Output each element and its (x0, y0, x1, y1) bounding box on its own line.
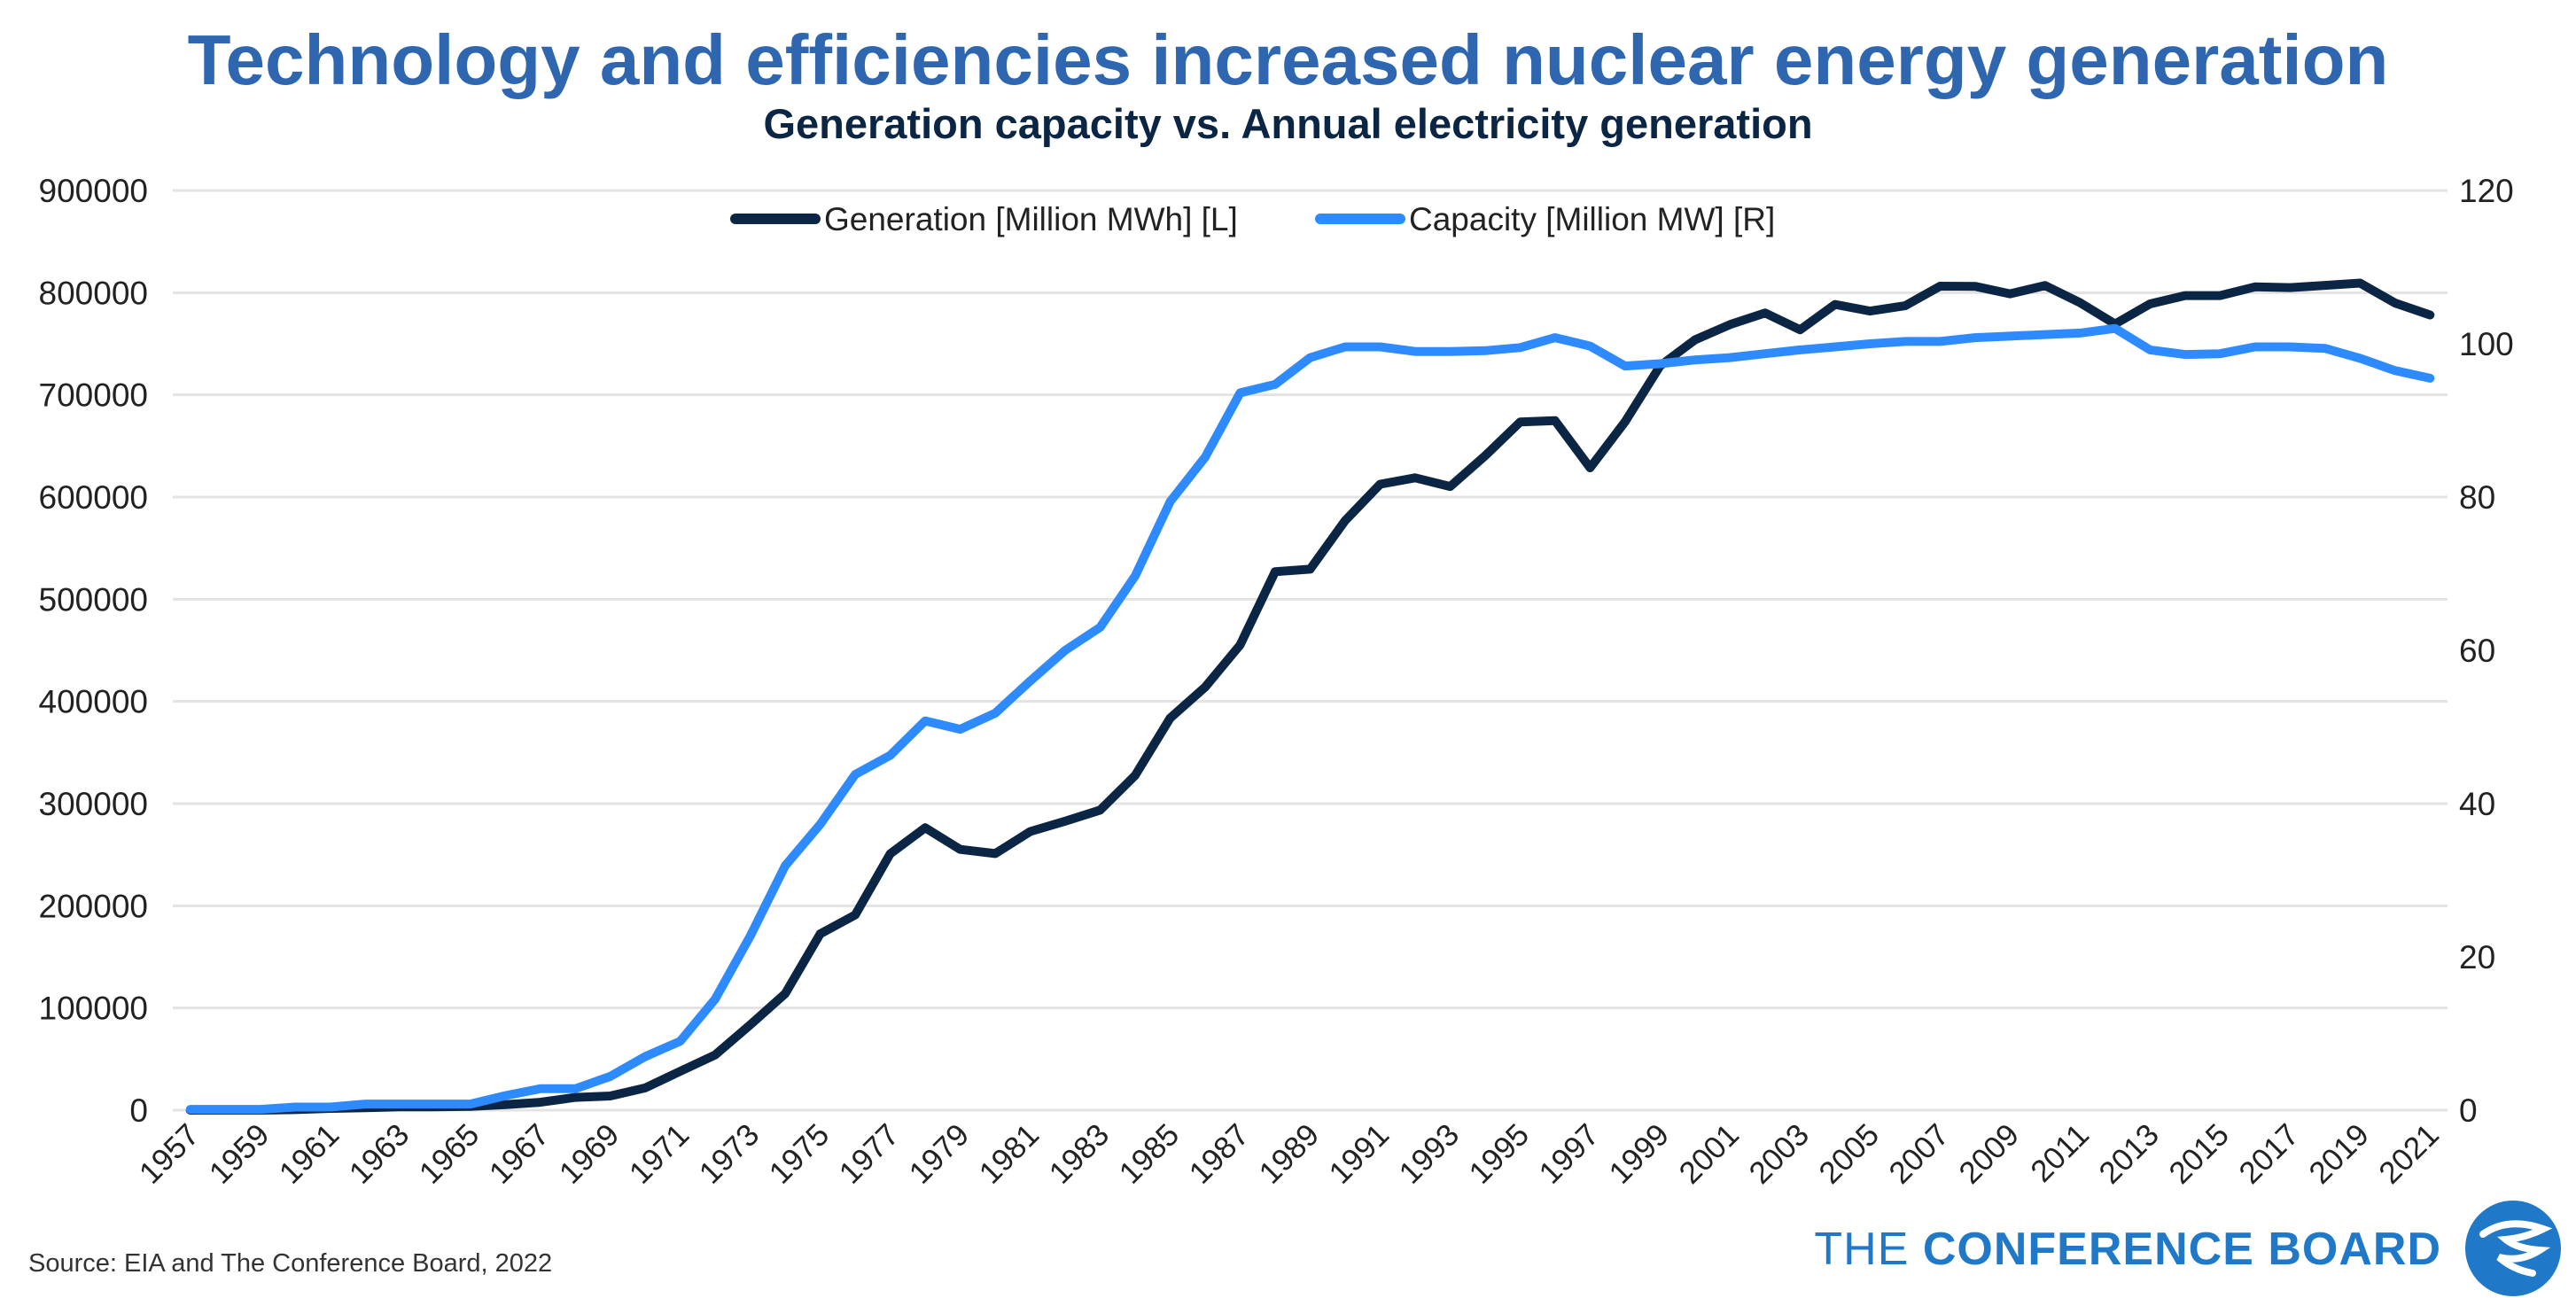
left-axis-ticks: 0 100000 200000 300000 400000 500000 600000 700… (39, 173, 148, 1129)
legend: Generation [Million MWh] [L] Capacity [Mi… (730, 201, 1775, 237)
globe-logo-icon (2465, 1201, 2561, 1296)
right-axis-ticks: 0 20 40 60 80 100 120 (2459, 173, 2514, 1129)
x-tick-label: 2017 (2232, 1117, 2306, 1191)
source-note: Source: EIA and The Conference Board, 20… (28, 1249, 553, 1278)
x-tick-label: 1981 (973, 1117, 1047, 1191)
right-tick-label: 60 (2459, 633, 2495, 669)
left-tick-label: 500000 (39, 581, 148, 618)
right-tick-label: 100 (2459, 326, 2514, 362)
brand-prefix: THE (1814, 1224, 1923, 1275)
left-tick-label: 700000 (39, 377, 148, 414)
x-tick-label: 1967 (483, 1117, 556, 1191)
x-tick-label: 2001 (1672, 1117, 1746, 1191)
x-tick-label: 1961 (273, 1117, 346, 1191)
series-lines (185, 278, 2435, 1115)
x-tick-label: 1973 (693, 1117, 767, 1191)
x-tick-label: 1991 (1322, 1117, 1396, 1191)
x-tick-label: 1999 (1602, 1117, 1676, 1191)
x-tick-label: 2015 (2162, 1117, 2236, 1191)
left-tick-label: 800000 (39, 275, 148, 311)
right-tick-label: 20 (2459, 939, 2495, 975)
left-tick-label: 400000 (39, 684, 148, 720)
generation-line (185, 278, 2435, 1115)
x-tick-label: 1959 (203, 1117, 276, 1191)
chart-title: Technology and efficiencies increased nu… (187, 20, 2389, 99)
x-tick-label: 2009 (1952, 1117, 2026, 1191)
x-tick-label: 1975 (763, 1117, 837, 1191)
left-tick-label: 100000 (39, 991, 148, 1027)
left-tick-label: 900000 (39, 173, 148, 209)
right-tick-label: 80 (2459, 479, 2495, 516)
x-tick-label: 1997 (1532, 1117, 1606, 1191)
brand-logo-text: THE CONFERENCE BOARD (1814, 1223, 2441, 1276)
x-tick-label: 2013 (2092, 1117, 2166, 1191)
x-tick-label: 1979 (903, 1117, 977, 1191)
x-tick-label: 2003 (1742, 1117, 1816, 1191)
x-axis-ticks: 1957195919611963196519671969197119731975… (133, 1117, 2446, 1191)
x-tick-label: 2007 (1882, 1117, 1956, 1191)
left-tick-label: 0 (129, 1092, 148, 1129)
capacity-line (185, 323, 2435, 1115)
x-tick-label: 1969 (553, 1117, 626, 1191)
x-tick-label: 1963 (343, 1117, 416, 1191)
x-tick-label: 1971 (623, 1117, 697, 1191)
right-tick-label: 40 (2459, 786, 2495, 822)
legend-label: Generation [Million MWh] [L] (824, 201, 1238, 237)
right-tick-label: 0 (2459, 1092, 2478, 1129)
chart-subtitle: Generation capacity vs. Annual electrici… (763, 100, 1813, 147)
x-tick-label: 1987 (1183, 1117, 1257, 1191)
x-tick-label: 1965 (413, 1117, 486, 1191)
x-tick-label: 2021 (2372, 1117, 2446, 1191)
legend-label: Capacity [Million MW] [R] (1409, 201, 1775, 237)
x-tick-label: 2011 (2024, 1117, 2096, 1189)
x-tick-label: 1983 (1043, 1117, 1117, 1191)
left-tick-label: 300000 (39, 786, 148, 822)
brand-main: CONFERENCE BOARD (1922, 1224, 2441, 1275)
x-tick-label: 2005 (1812, 1117, 1886, 1191)
left-tick-label: 600000 (39, 479, 148, 516)
x-tick-label: 1995 (1462, 1117, 1536, 1191)
gridlines (173, 189, 2448, 1112)
right-tick-label: 120 (2459, 173, 2514, 209)
x-tick-label: 1985 (1113, 1117, 1187, 1191)
left-tick-label: 200000 (39, 888, 148, 924)
x-tick-label: 1993 (1392, 1117, 1466, 1191)
x-tick-label: 2019 (2302, 1117, 2376, 1191)
x-tick-label: 1989 (1253, 1117, 1327, 1191)
x-tick-label: 1977 (833, 1117, 907, 1191)
